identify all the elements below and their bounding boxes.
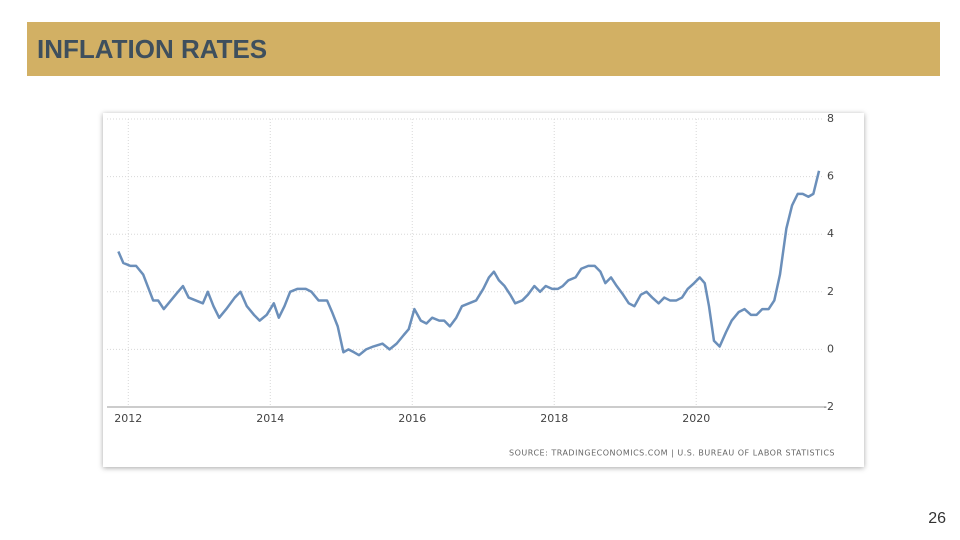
y-tick-label: 6	[827, 170, 834, 183]
x-tick-label: 2014	[256, 412, 284, 425]
y-tick-label: 0	[827, 342, 834, 355]
page-number: 26	[928, 510, 946, 527]
slide-title: INFLATION RATES	[37, 34, 268, 64]
source-note: SOURCE: TRADINGECONOMICS.COM | U.S. BURE…	[509, 449, 835, 458]
title-bar: INFLATION RATES	[27, 22, 940, 76]
y-tick-label: -2	[823, 400, 834, 413]
chart-card: SOURCE: TRADINGECONOMICS.COM | U.S. BURE…	[103, 112, 864, 467]
y-tick-label: 2	[827, 285, 834, 298]
chart: SOURCE: TRADINGECONOMICS.COM | U.S. BURE…	[107, 112, 835, 458]
x-tick-label: 2020	[682, 412, 710, 425]
x-tick-label: 2016	[398, 412, 426, 425]
y-tick-label: 8	[827, 113, 834, 125]
x-tick-label: 2012	[114, 412, 142, 425]
series-line	[117, 170, 821, 357]
x-tick-label: 2018	[540, 412, 568, 425]
y-tick-label: 4	[827, 227, 834, 240]
